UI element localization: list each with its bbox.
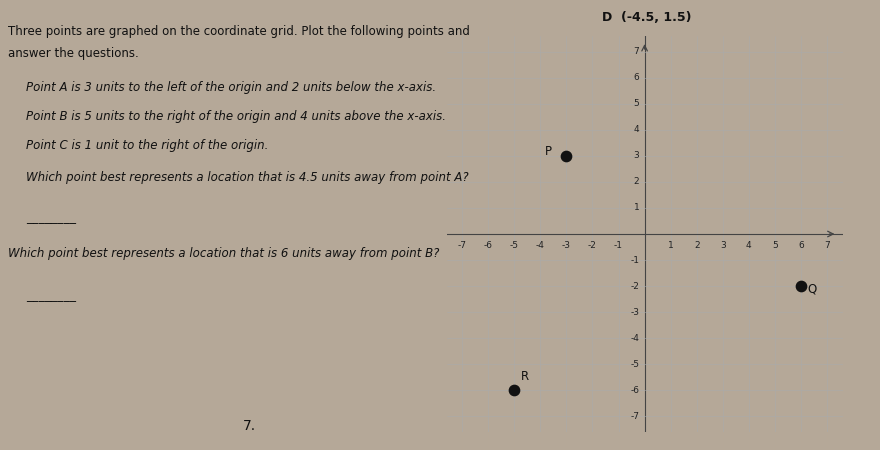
Text: 7: 7 bbox=[634, 47, 640, 56]
Text: Three points are graphed on the coordinate grid. Plot the following points and: Three points are graphed on the coordina… bbox=[9, 25, 470, 38]
Point bbox=[794, 283, 808, 290]
Text: -5: -5 bbox=[630, 360, 640, 369]
Text: ________: ________ bbox=[26, 212, 76, 225]
Text: 7: 7 bbox=[824, 240, 830, 249]
Text: -2: -2 bbox=[630, 282, 640, 291]
Point bbox=[507, 387, 521, 394]
Text: -5: -5 bbox=[510, 240, 519, 249]
Text: 5: 5 bbox=[772, 240, 778, 249]
Text: 7.: 7. bbox=[243, 418, 256, 432]
Text: -1: -1 bbox=[630, 256, 640, 265]
Text: -2: -2 bbox=[588, 240, 597, 249]
Text: 3: 3 bbox=[720, 240, 726, 249]
Text: Q: Q bbox=[808, 282, 817, 295]
Text: 4: 4 bbox=[634, 125, 640, 134]
Text: 5: 5 bbox=[634, 99, 640, 108]
Text: -7: -7 bbox=[458, 240, 466, 249]
Text: D  (-4.5, 1.5): D (-4.5, 1.5) bbox=[602, 11, 692, 24]
Text: Which point best represents a location that is 4.5 units away from point A?: Which point best represents a location t… bbox=[26, 171, 468, 184]
Text: answer the questions.: answer the questions. bbox=[9, 47, 139, 60]
Text: 6: 6 bbox=[634, 73, 640, 82]
Text: -4: -4 bbox=[536, 240, 545, 249]
Text: Which point best represents a location that is 6 units away from point B?: Which point best represents a location t… bbox=[9, 248, 440, 261]
Text: 2: 2 bbox=[634, 177, 640, 186]
Text: 1: 1 bbox=[668, 240, 673, 249]
Text: 2: 2 bbox=[694, 240, 700, 249]
Text: 6: 6 bbox=[798, 240, 803, 249]
Text: -4: -4 bbox=[630, 334, 640, 343]
Text: -1: -1 bbox=[614, 240, 623, 249]
Text: 3: 3 bbox=[634, 151, 640, 160]
Text: 4: 4 bbox=[746, 240, 752, 249]
Text: R: R bbox=[521, 369, 529, 382]
Text: Point C is 1 unit to the right of the origin.: Point C is 1 unit to the right of the or… bbox=[26, 139, 268, 152]
Text: ________: ________ bbox=[26, 289, 76, 302]
Text: P: P bbox=[545, 145, 552, 158]
Point bbox=[560, 152, 574, 159]
Text: -3: -3 bbox=[630, 308, 640, 317]
Text: 1: 1 bbox=[634, 203, 640, 212]
Text: -6: -6 bbox=[630, 386, 640, 395]
Text: -7: -7 bbox=[630, 412, 640, 421]
Text: -6: -6 bbox=[484, 240, 493, 249]
Text: -3: -3 bbox=[562, 240, 571, 249]
Text: Point A is 3 units to the left of the origin and 2 units below the x-axis.: Point A is 3 units to the left of the or… bbox=[26, 81, 436, 94]
Text: Point B is 5 units to the right of the origin and 4 units above the x-axis.: Point B is 5 units to the right of the o… bbox=[26, 110, 445, 123]
